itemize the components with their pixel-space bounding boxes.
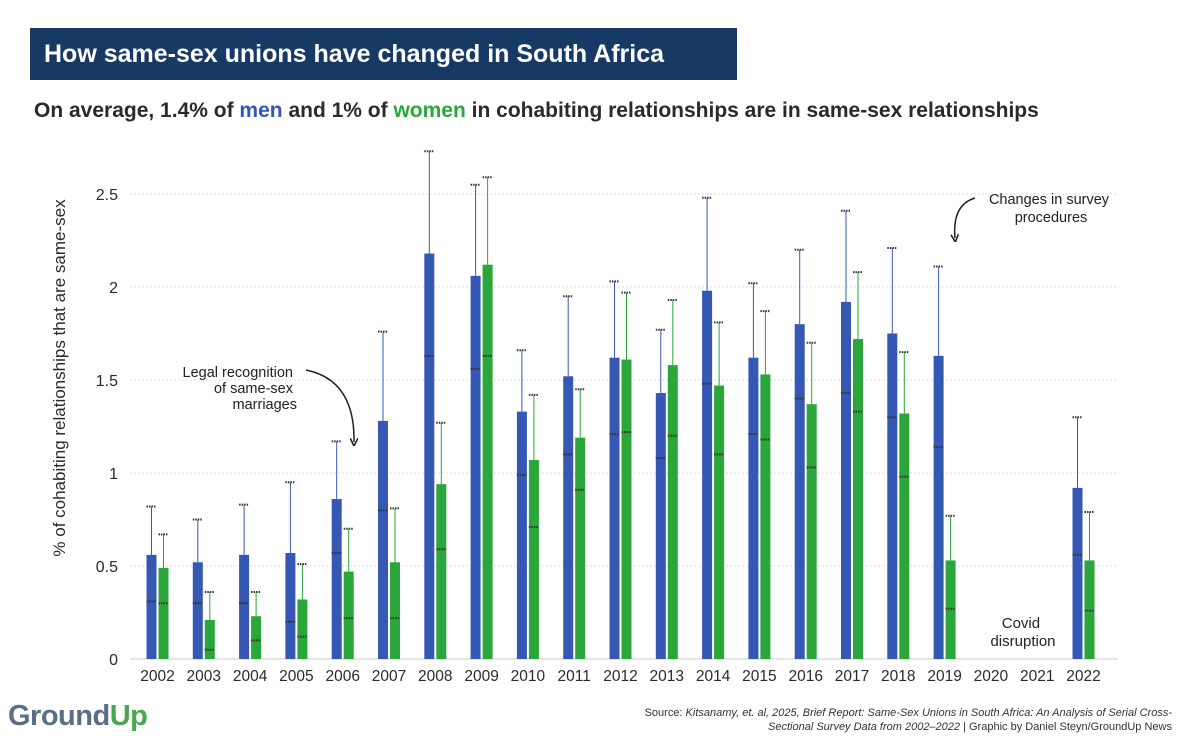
bar-women-2012 (621, 359, 632, 659)
bar-men-2022 (1072, 487, 1083, 659)
bar-men-2010 (516, 411, 527, 659)
bar-men-2019 (933, 355, 944, 659)
bar-men-2012 (609, 357, 620, 659)
x-tick-label-2013: 2013 (650, 668, 684, 685)
x-tick-label-2002: 2002 (140, 668, 174, 685)
annotation-covid-disruption: Covid disruption (990, 615, 1055, 650)
bar-men-2005 (285, 552, 296, 659)
y-axis-label: % of cohabiting relationships that are s… (50, 199, 69, 557)
bar-men-2006 (331, 499, 342, 659)
bar-men-2009 (470, 275, 481, 659)
x-tick-label-2012: 2012 (603, 668, 637, 685)
bar-women-2013 (667, 365, 678, 659)
bar-women-2016 (806, 404, 817, 659)
x-tick-label-2011: 2011 (558, 668, 591, 685)
annotation-survey-procedures-arrow (955, 197, 976, 238)
bar-women-2002 (158, 567, 169, 659)
x-tick-label-2004: 2004 (233, 668, 268, 685)
subtitle-part-1: On average, 1.4% of (34, 99, 240, 122)
bar-men-2018 (887, 333, 898, 659)
bar-men-2002 (146, 554, 157, 659)
y-tick-label: 1.5 (96, 373, 118, 390)
x-tick-label-2020: 2020 (974, 668, 1009, 685)
bar-men-2014 (702, 290, 713, 659)
bar-women-2010 (528, 459, 539, 659)
bar-women-2017 (853, 339, 863, 659)
y-tick-label: 2.5 (96, 187, 118, 204)
bar-women-2005 (297, 599, 308, 659)
chart-subtitle: On average, 1.4% of men and 1% of women … (34, 99, 1174, 123)
bar-women-2007 (390, 562, 400, 659)
bar-women-2004 (251, 616, 262, 659)
logo-ground: Ground (8, 700, 110, 732)
bar-women-2011 (575, 437, 586, 659)
bar-women-2003 (204, 619, 215, 659)
source-credit: | Graphic by Daniel Steyn/GroundUp News (960, 721, 1172, 733)
chart-title: How same-sex unions have changed in Sout… (44, 40, 665, 68)
bar-women-2014 (714, 385, 725, 659)
y-axis-ticks: 0 0.5 1 1.5 2 2.5 (96, 187, 118, 669)
annotation-survey-procedures: Changes in survey procedures (989, 192, 1113, 226)
x-tick-label-2016: 2016 (788, 668, 822, 685)
y-tick-label: 2 (109, 280, 118, 297)
annotation-legal-recognition: Legal recognition of same-sex marriages (183, 365, 297, 413)
x-tick-label-2021: 2021 (1020, 668, 1054, 685)
x-tick-label-2022: 2022 (1066, 668, 1100, 685)
bar-men-2016 (794, 324, 805, 659)
bar-men-2003 (192, 562, 203, 659)
subtitle-men: men (239, 99, 283, 122)
source-citation: Kitsanamy, et. al, 2025, Brief Report: S… (685, 707, 1172, 733)
y-tick-label: 1 (109, 466, 118, 483)
x-tick-label-2019: 2019 (927, 668, 961, 685)
logo-up: Up (109, 700, 148, 732)
x-tick-label-2008: 2008 (418, 668, 452, 685)
x-tick-label-2010: 2010 (511, 668, 546, 685)
subtitle-women: women (393, 99, 466, 122)
source-prefix: Source: (644, 707, 686, 719)
source-note: Source: Kitsanamy, et. al, 2025, Brief R… (612, 706, 1172, 734)
bar-men-2007 (378, 420, 388, 659)
bar-men-2013 (655, 393, 666, 659)
x-tick-label-2017: 2017 (835, 668, 869, 685)
x-tick-label-2007: 2007 (372, 668, 406, 685)
y-tick-label: 0 (109, 652, 118, 669)
bar-women-2006 (343, 571, 354, 659)
bar-women-2018 (899, 413, 910, 659)
x-tick-label-2009: 2009 (464, 668, 498, 685)
bar-women-2009 (482, 264, 493, 659)
x-tick-label-2014: 2014 (696, 668, 731, 685)
bar-men-2004 (239, 554, 250, 659)
x-tick-label-2006: 2006 (325, 668, 359, 685)
x-axis-ticks: 2002 2003 2004 2005 2006 2007 2008 2009 2010 2011… (140, 668, 1100, 685)
bar-men-2008 (424, 253, 435, 659)
groundup-logo: GroundUp (8, 700, 148, 733)
bar-men-2015 (748, 357, 759, 659)
bars (146, 150, 1095, 659)
bar-women-2015 (760, 374, 771, 659)
subtitle-part-3: and 1% of (282, 99, 394, 122)
annotations: Legal recognition of same-sex marriages … (183, 192, 1113, 650)
x-tick-label-2005: 2005 (279, 668, 313, 685)
subtitle-part-5: in cohabiting relationships are in same-… (465, 99, 1039, 122)
chart-title-banner: How same-sex unions have changed in Sout… (30, 28, 737, 80)
x-tick-label-2003: 2003 (187, 668, 221, 685)
x-tick-label-2018: 2018 (881, 668, 915, 685)
bar-men-2011 (563, 376, 574, 659)
y-tick-label: 0.5 (96, 559, 118, 576)
annotation-legal-recognition-arrow (305, 369, 354, 442)
bar-men-2017 (841, 301, 851, 659)
x-tick-label-2015: 2015 (742, 668, 776, 685)
bar-women-2008 (436, 484, 447, 659)
